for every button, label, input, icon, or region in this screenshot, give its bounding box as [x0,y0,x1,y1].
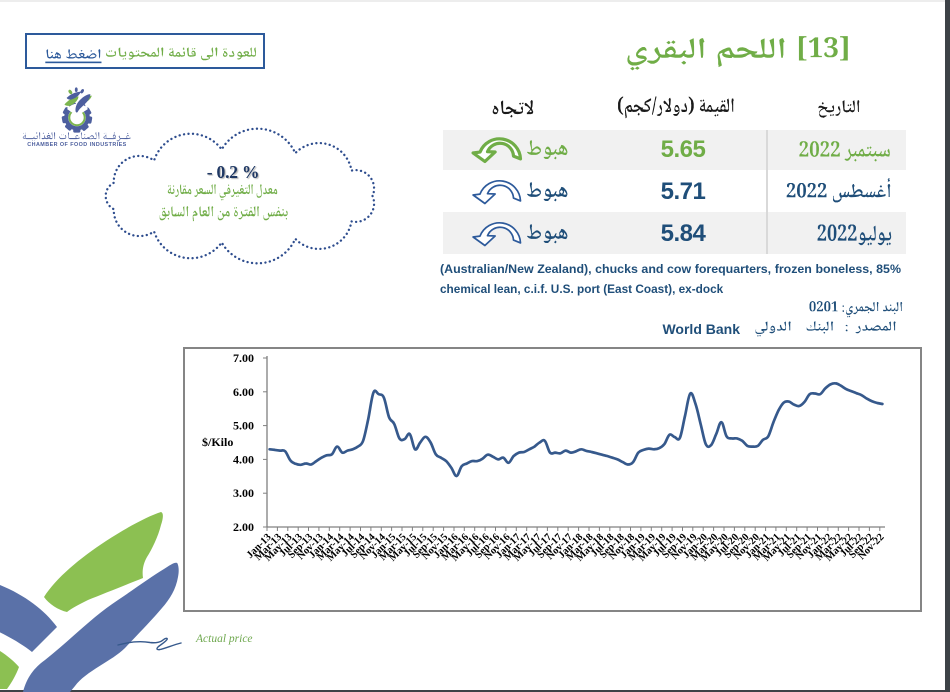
svg-text:2.00: 2.00 [233,520,254,534]
svg-text:$/Kilo: $/Kilo [202,435,233,449]
svg-text:5.00: 5.00 [233,419,254,433]
svg-text:4.00: 4.00 [233,452,254,466]
svg-text:6.00: 6.00 [233,385,254,399]
svg-text:3.00: 3.00 [233,486,254,500]
svg-text:7.00: 7.00 [233,351,254,365]
